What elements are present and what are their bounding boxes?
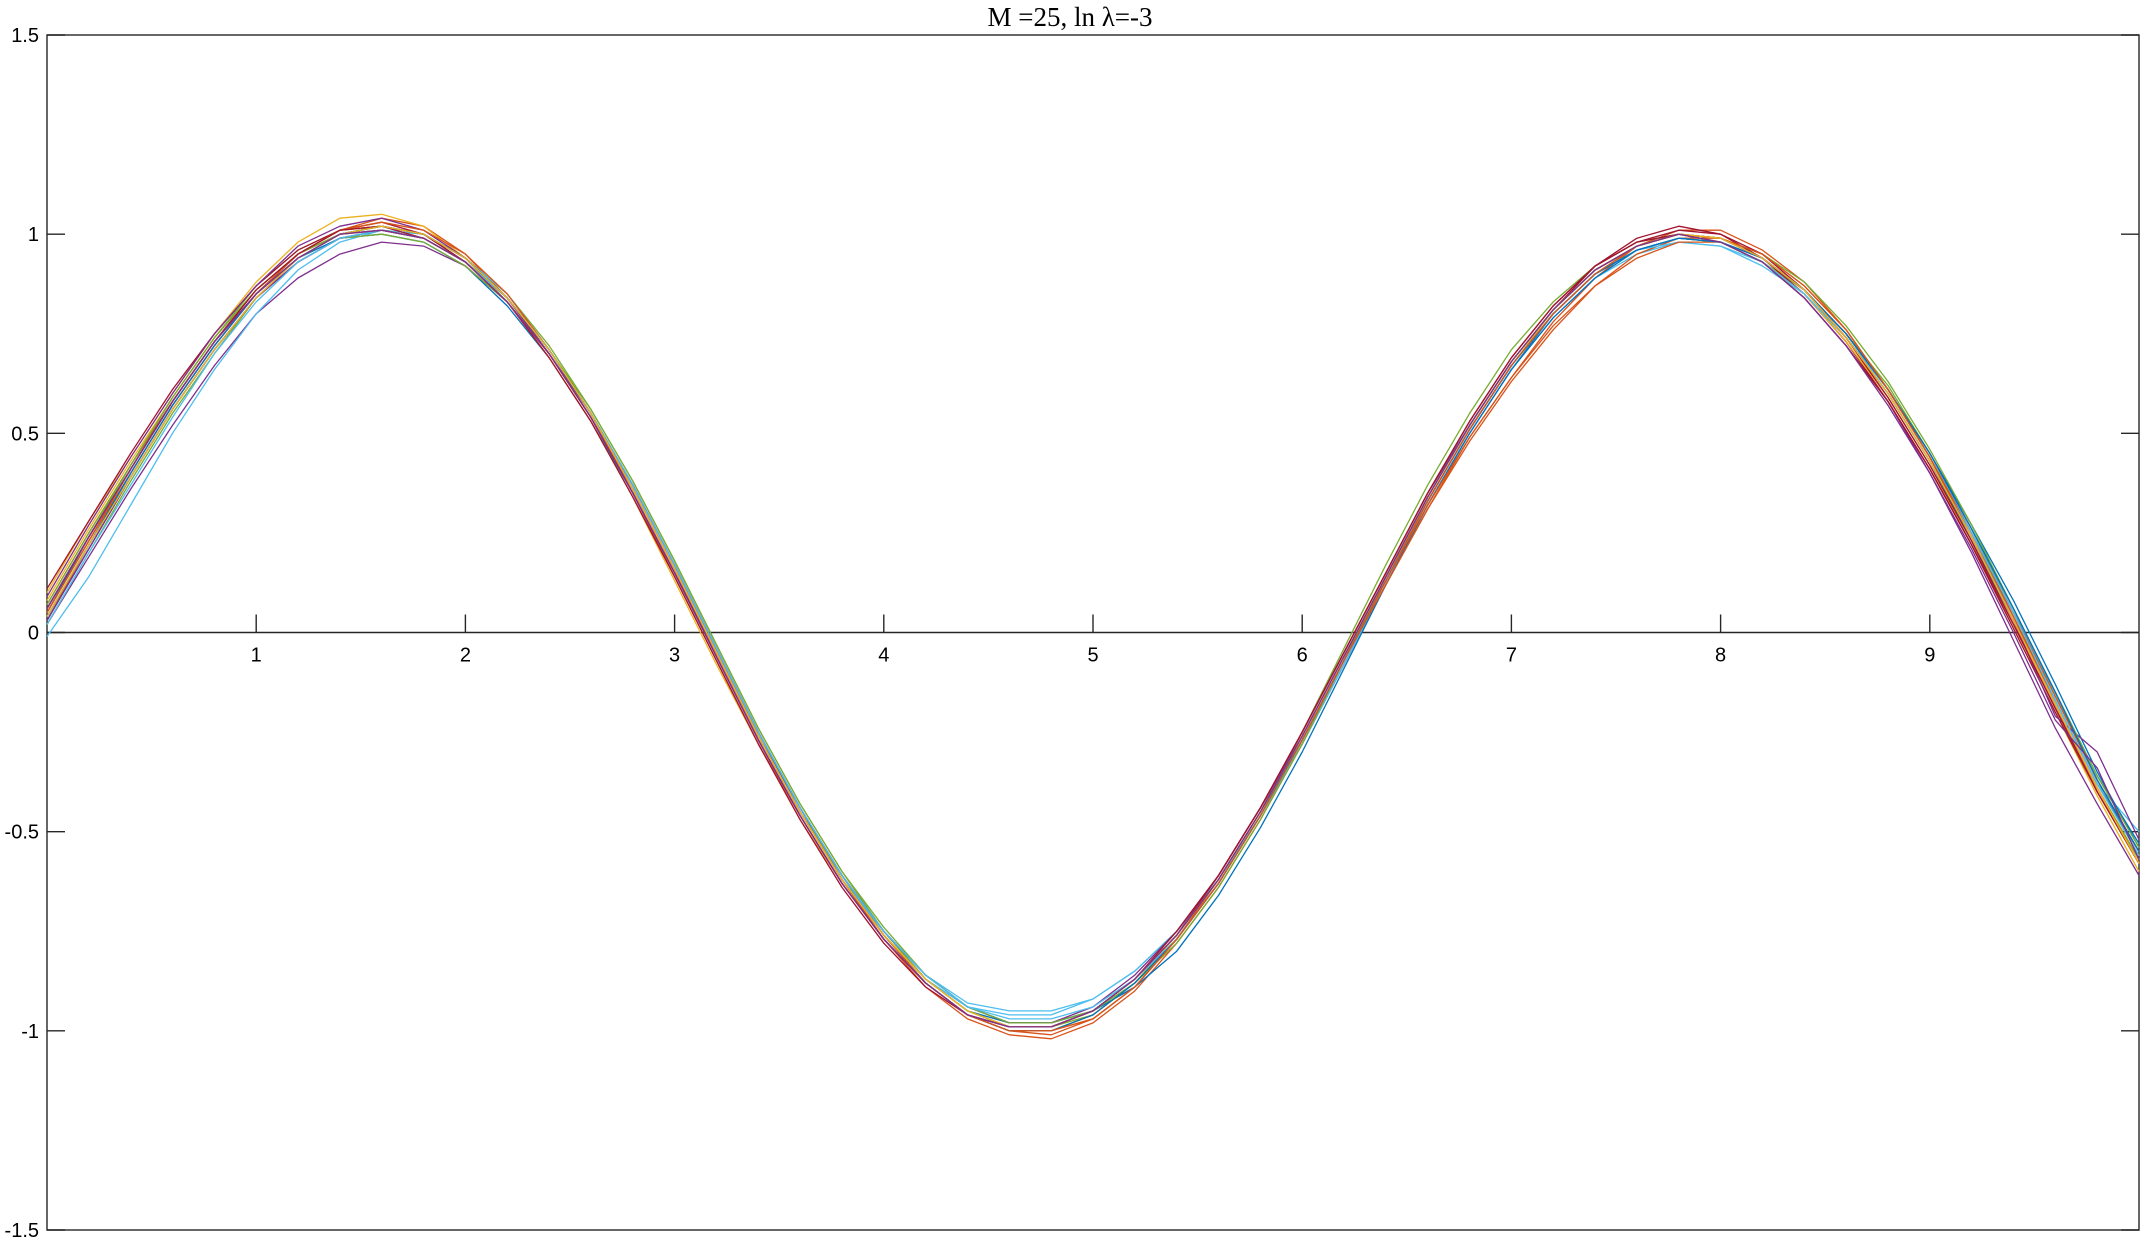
x-tick-label: 1	[251, 645, 262, 667]
x-axis: 1 2 3 4 5 6 7 8 9	[47, 614, 2139, 667]
y-tick-label: -1.5	[5, 1220, 39, 1240]
y-tick-label: -0.5	[5, 822, 39, 844]
series-lines	[46, 213, 2140, 1040]
y-tick-label: 1.5	[11, 25, 39, 47]
x-tick-label: 9	[1924, 645, 1935, 667]
series-line-25	[46, 229, 2140, 1028]
x-tick-label: 7	[1506, 645, 1517, 667]
x-tick-label: 3	[669, 645, 680, 667]
y-tick-label: 0.5	[11, 423, 39, 445]
chart-title: M =25, ln λ=-3	[987, 2, 1152, 32]
y-tick-label: 0	[28, 623, 39, 645]
y-axis: 1.5 1 0.5 0 -0.5 -1 -1.5	[5, 25, 2139, 1240]
x-tick-label: 6	[1297, 645, 1308, 667]
x-tick-label: 4	[878, 645, 889, 667]
x-tick-label: 5	[1087, 645, 1098, 667]
series-line-2	[46, 217, 2140, 1040]
x-tick-label: 8	[1715, 645, 1726, 667]
x-tick-label: 2	[460, 645, 471, 667]
y-tick-label: -1	[21, 1021, 39, 1043]
y-tick-label: 1	[28, 224, 39, 246]
